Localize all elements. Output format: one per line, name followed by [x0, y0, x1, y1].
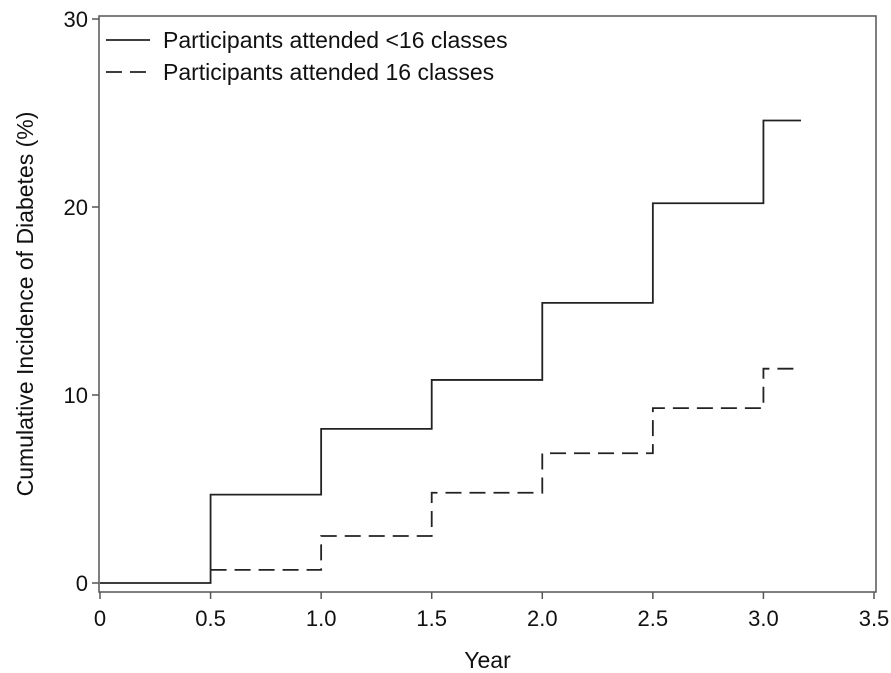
- x-axis-title: Year: [464, 647, 511, 673]
- plot-frame: [98, 15, 877, 593]
- y-tick-label: 0: [76, 571, 88, 596]
- x-tick-label: 2.5: [638, 606, 669, 631]
- series-line-2: [210, 367, 802, 571]
- y-tick-label: 10: [64, 383, 88, 408]
- y-axis: 0 10 20 30: [64, 7, 99, 596]
- y-axis-title: Cumulative Incidence of Diabetes (%): [12, 112, 38, 497]
- x-tick-label: 1.0: [306, 606, 337, 631]
- x-tick-label: 3.5: [859, 606, 890, 631]
- series-line-1: [100, 119, 802, 584]
- y-tick-label: 30: [64, 7, 88, 32]
- legend: Participants attended <16 classes Partici…: [106, 27, 508, 85]
- x-tick-label: 0: [94, 606, 106, 631]
- x-axis: 0 0.5 1.0 1.5 2.0 2.5 3.0 3.5: [94, 592, 889, 631]
- series-layer: [100, 119, 802, 584]
- x-tick-label: 2.0: [527, 606, 558, 631]
- x-tick-label: 0.5: [195, 606, 226, 631]
- y-tick-label: 20: [64, 195, 88, 220]
- x-tick-label: 1.5: [416, 606, 447, 631]
- x-tick-label: 3.0: [748, 606, 779, 631]
- legend-label-2: Participants attended 16 classes: [163, 59, 494, 85]
- legend-label-1: Participants attended <16 classes: [163, 27, 508, 53]
